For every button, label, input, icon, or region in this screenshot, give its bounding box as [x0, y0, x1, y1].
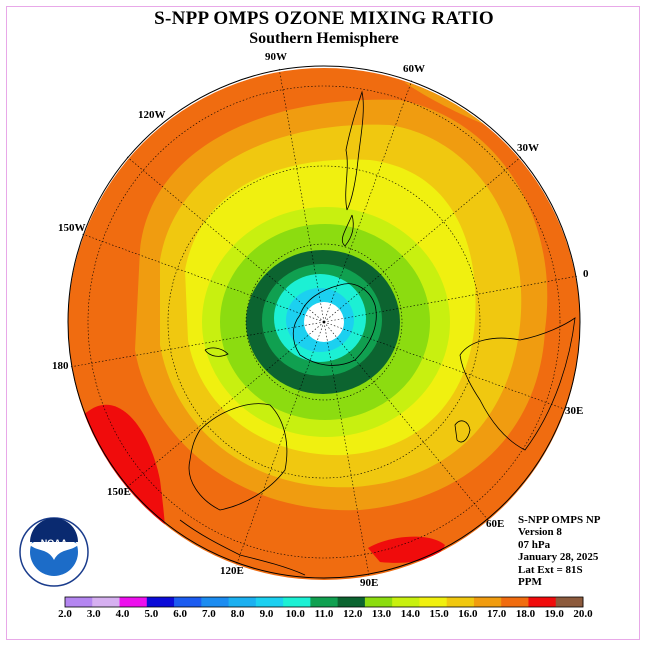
lon-label-150w: 150W — [58, 222, 86, 234]
info-date: January 28, 2025 — [518, 551, 599, 564]
map-frame — [6, 6, 640, 640]
colorbar-border — [64, 596, 584, 608]
colorbar-tick-label: 9.0 — [259, 608, 274, 620]
lon-label-60e: 60E — [486, 518, 505, 530]
colorbar-tick-label: 3.0 — [86, 608, 101, 620]
colorbar-swatch — [174, 597, 202, 607]
colorbar-swatch — [201, 597, 230, 607]
lon-label-150e: 150E — [107, 486, 131, 498]
colorbar-swatch — [92, 597, 121, 607]
colorbar-swatch — [555, 597, 584, 607]
coastlines — [179, 90, 576, 576]
info-pressure: 07 hPa — [518, 538, 551, 551]
colorbar-tick-label: 5.0 — [144, 608, 159, 620]
colorbar-tick-label: 18.0 — [515, 608, 536, 620]
info-units: PPM — [518, 576, 542, 589]
map-title: S-NPP OMPS OZONE MIXING RATIO — [154, 8, 494, 29]
colorbar-tick-label: 15.0 — [429, 608, 449, 620]
noaa-logo-text: NOAA — [41, 538, 68, 548]
colorbar-tick-label: 14.0 — [400, 608, 420, 620]
colorbar-tick-label: 12.0 — [343, 608, 363, 620]
colorbar-swatch — [364, 597, 393, 607]
colorbar-swatch — [528, 597, 557, 607]
colorbar-tick-label: 4.0 — [115, 608, 130, 620]
graticule — [69, 67, 579, 577]
colorbar-swatch — [419, 597, 448, 607]
lon-label-120w: 120W — [138, 109, 166, 121]
colorbar-swatch — [255, 597, 284, 607]
colorbar-tick-label: 10.0 — [285, 608, 305, 620]
noaa-logo-sky — [30, 518, 78, 542]
colorbar-swatch — [283, 597, 311, 607]
colorbar-tick-label: 16.0 — [458, 608, 478, 620]
lon-label-120e: 120E — [220, 565, 244, 577]
colorbar-swatch — [228, 597, 257, 607]
colorbar-swatch — [446, 597, 475, 607]
lon-label-30w: 30W — [517, 142, 539, 154]
info-lat-ext: Lat Ext = 81S — [518, 563, 583, 576]
map-boundary — [67, 65, 581, 579]
lon-label-180: 180 — [52, 360, 69, 372]
colorbar-tick-label: 8.0 — [230, 608, 245, 620]
colorbar-swatch — [501, 597, 529, 607]
lon-label-90w: 90W — [265, 51, 287, 63]
colorbar-swatch — [392, 597, 420, 607]
colorbar-tick-label: 7.0 — [202, 608, 216, 620]
lon-label-0: 0 — [583, 268, 589, 280]
colorbar-swatch — [119, 597, 148, 607]
colorbar-tick-label: 2.0 — [58, 608, 72, 620]
colorbar-tick-label: 6.0 — [173, 608, 187, 620]
colorbar-tick-label: 19.0 — [544, 608, 564, 620]
lon-label-90e: 90E — [360, 577, 379, 589]
colorbar-tick-label: 13.0 — [371, 608, 392, 620]
max-patch-south — [368, 536, 445, 563]
noaa-logo-bird — [30, 537, 78, 560]
lon-label-30e: 30E — [565, 405, 584, 417]
colorbar-swatch — [473, 597, 502, 607]
colorbar-tick-label: 20.0 — [573, 608, 593, 620]
lon-label-60w: 60W — [403, 63, 425, 75]
map-subtitle: Southern Hemisphere — [249, 30, 399, 47]
south-pole-dot — [322, 320, 326, 324]
colorbar-tick-label: 11.0 — [314, 608, 334, 620]
colorbar-swatch — [337, 597, 366, 607]
colorbar-swatch — [310, 597, 339, 607]
colorbar-tick-label: 17.0 — [487, 608, 507, 620]
info-product: S-NPP OMPS NP — [518, 514, 601, 526]
noaa-logo: NOAA — [19, 517, 89, 587]
colorbar-swatch — [65, 597, 93, 607]
info-version: Version 8 — [518, 526, 562, 539]
colorbar-swatch — [146, 597, 175, 607]
info-block: S-NPP OMPS NP Version 8 07 hPa January 2… — [518, 514, 601, 588]
